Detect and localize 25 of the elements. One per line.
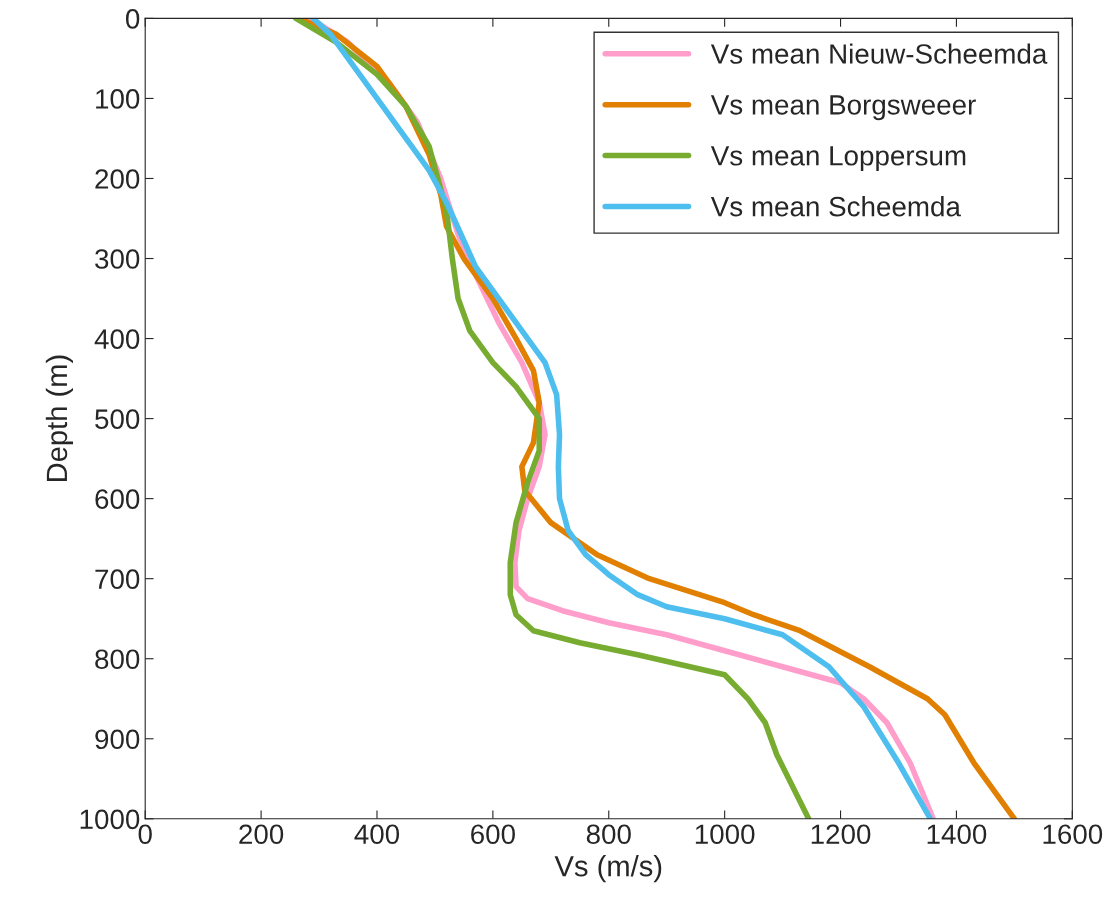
y-tick-label: 1000 — [80, 809, 140, 830]
y-tick-label: 900 — [95, 729, 140, 750]
legend-label: Vs mean Loppersum — [710, 146, 966, 172]
y-tick-label: 500 — [95, 409, 140, 429]
y-axis-title: Depth (m) — [45, 355, 74, 482]
x-axis-title: Vs (m/s) — [554, 855, 662, 883]
x-tick-label: 600 — [471, 824, 515, 845]
legend-label: Vs mean Borgsweeer — [710, 95, 976, 121]
y-tick-label: 100 — [96, 89, 140, 109]
legend-label: Vs mean Nieuw-Scheemda — [710, 43, 1048, 64]
y-tick-label: 200 — [95, 169, 140, 189]
y-tick-label: 0 — [125, 9, 140, 29]
x-tick-label: 1000 — [695, 824, 755, 845]
x-tick-label: 800 — [586, 824, 631, 845]
x-tick-label: 1200 — [811, 824, 871, 845]
x-tick-label: 200 — [239, 824, 284, 845]
y-tick-label: 800 — [95, 649, 140, 670]
y-tick-label: 700 — [95, 569, 140, 590]
legend-label: Vs mean Scheemda — [710, 196, 961, 217]
x-tick-label: 1400 — [927, 824, 987, 845]
y-tick-label: 400 — [94, 329, 140, 349]
y-tick-label: 300 — [95, 249, 140, 269]
y-tick-label: 600 — [95, 489, 140, 509]
x-tick-label: 400 — [354, 824, 400, 845]
x-tick-label: 1600 — [1043, 824, 1103, 845]
